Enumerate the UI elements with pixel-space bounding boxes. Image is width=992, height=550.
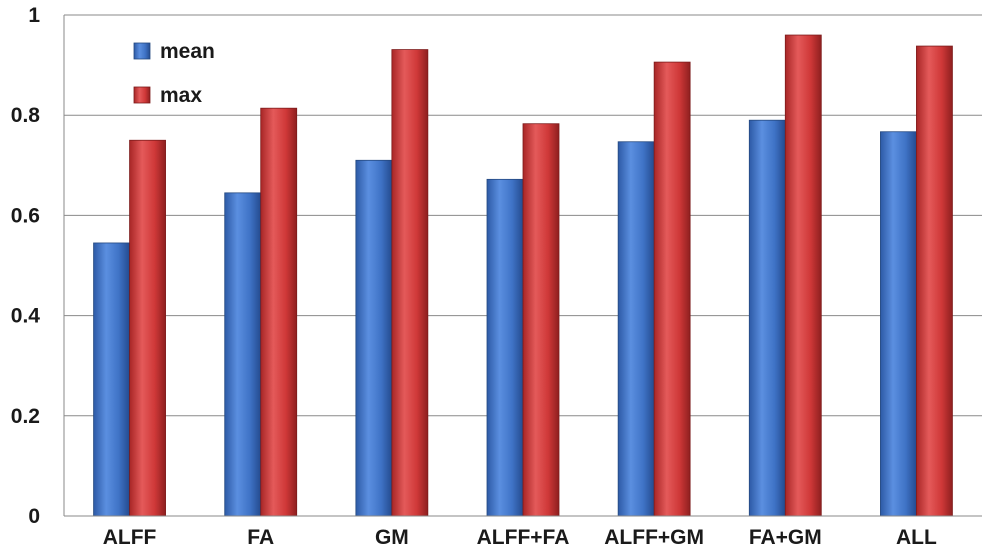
x-tick-label: ALFF+FA [477, 526, 570, 549]
y-tick-label: 0.2 [11, 405, 40, 428]
legend-label-max: max [160, 84, 202, 107]
bar-max-fa-plus-gm [784, 34, 822, 517]
y-tick-label: 1 [28, 4, 40, 27]
bar-max-gm [391, 49, 429, 517]
bar-mean-alff-plus-fa [486, 178, 524, 517]
legend-swatch-max [133, 86, 151, 104]
x-tick-label: ALL [896, 526, 937, 549]
bar-mean-alff [93, 242, 130, 517]
x-tick-label: ALFF [103, 526, 157, 549]
bar-max-alff [129, 139, 166, 517]
legend-label-mean: mean [160, 40, 215, 63]
y-tick-label: 0.4 [11, 305, 41, 328]
bars [93, 34, 953, 517]
y-tick-label: 0.6 [11, 204, 40, 227]
x-tick-label: GM [375, 526, 409, 549]
y-tick-label: 0.8 [11, 104, 41, 127]
x-tick-label: FA+GM [749, 526, 822, 549]
bar-mean-alff-plus-gm [617, 141, 655, 517]
legend: mean max [133, 40, 215, 107]
bar-max-all [916, 45, 953, 517]
x-tick-label: FA [247, 526, 274, 549]
bar-max-alff-plus-gm [653, 61, 691, 517]
y-tick-label: 0 [28, 505, 40, 528]
bar-mean-all [880, 131, 917, 517]
axes: 0 0.2 0.4 0.6 0.8 1 ALFF FA GM ALFF+FA ALFF+GM FA+G… [11, 4, 982, 549]
legend-swatch-mean [133, 42, 151, 60]
bar-mean-fa [224, 192, 262, 517]
bar-max-alff-plus-fa [522, 123, 560, 517]
x-tick-label: ALFF+GM [604, 526, 704, 549]
bar-max-fa [260, 107, 298, 517]
bar-mean-gm [355, 159, 393, 517]
bar-mean-fa-plus-gm [748, 119, 786, 517]
